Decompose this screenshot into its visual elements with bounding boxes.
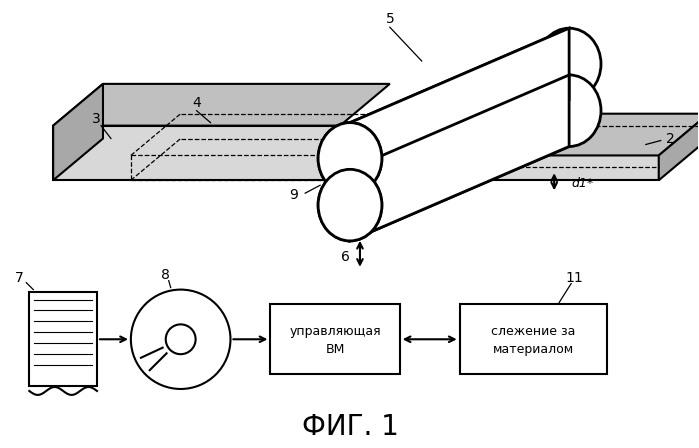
Ellipse shape — [318, 123, 382, 194]
Polygon shape — [340, 114, 699, 155]
Text: 9: 9 — [289, 188, 298, 202]
Text: 8: 8 — [161, 268, 170, 282]
Polygon shape — [53, 84, 390, 125]
Polygon shape — [658, 114, 699, 180]
Polygon shape — [53, 125, 340, 180]
Polygon shape — [350, 75, 569, 241]
Polygon shape — [53, 84, 103, 180]
Text: ФИГ. 1: ФИГ. 1 — [301, 413, 398, 441]
Text: 5: 5 — [385, 12, 394, 26]
FancyBboxPatch shape — [29, 292, 97, 386]
Text: материалом: материалом — [493, 343, 574, 356]
FancyBboxPatch shape — [459, 305, 607, 374]
Circle shape — [166, 324, 196, 354]
Text: управляющая: управляющая — [289, 325, 381, 338]
Text: слежение за: слежение за — [491, 325, 575, 338]
Text: 7: 7 — [15, 271, 24, 284]
Ellipse shape — [538, 28, 601, 100]
Ellipse shape — [318, 123, 382, 194]
Ellipse shape — [318, 169, 382, 241]
Circle shape — [131, 289, 231, 389]
Text: 11: 11 — [565, 271, 583, 284]
Text: d1*: d1* — [571, 177, 593, 190]
FancyBboxPatch shape — [271, 305, 400, 374]
Text: 1: 1 — [493, 79, 502, 93]
Polygon shape — [350, 28, 569, 194]
Text: 3: 3 — [92, 112, 101, 125]
Ellipse shape — [538, 75, 601, 146]
Ellipse shape — [318, 169, 382, 241]
Text: 4: 4 — [192, 96, 201, 110]
Text: ВМ: ВМ — [325, 343, 345, 356]
Text: 2: 2 — [666, 132, 675, 146]
Text: 6: 6 — [340, 250, 350, 264]
Polygon shape — [340, 155, 658, 180]
